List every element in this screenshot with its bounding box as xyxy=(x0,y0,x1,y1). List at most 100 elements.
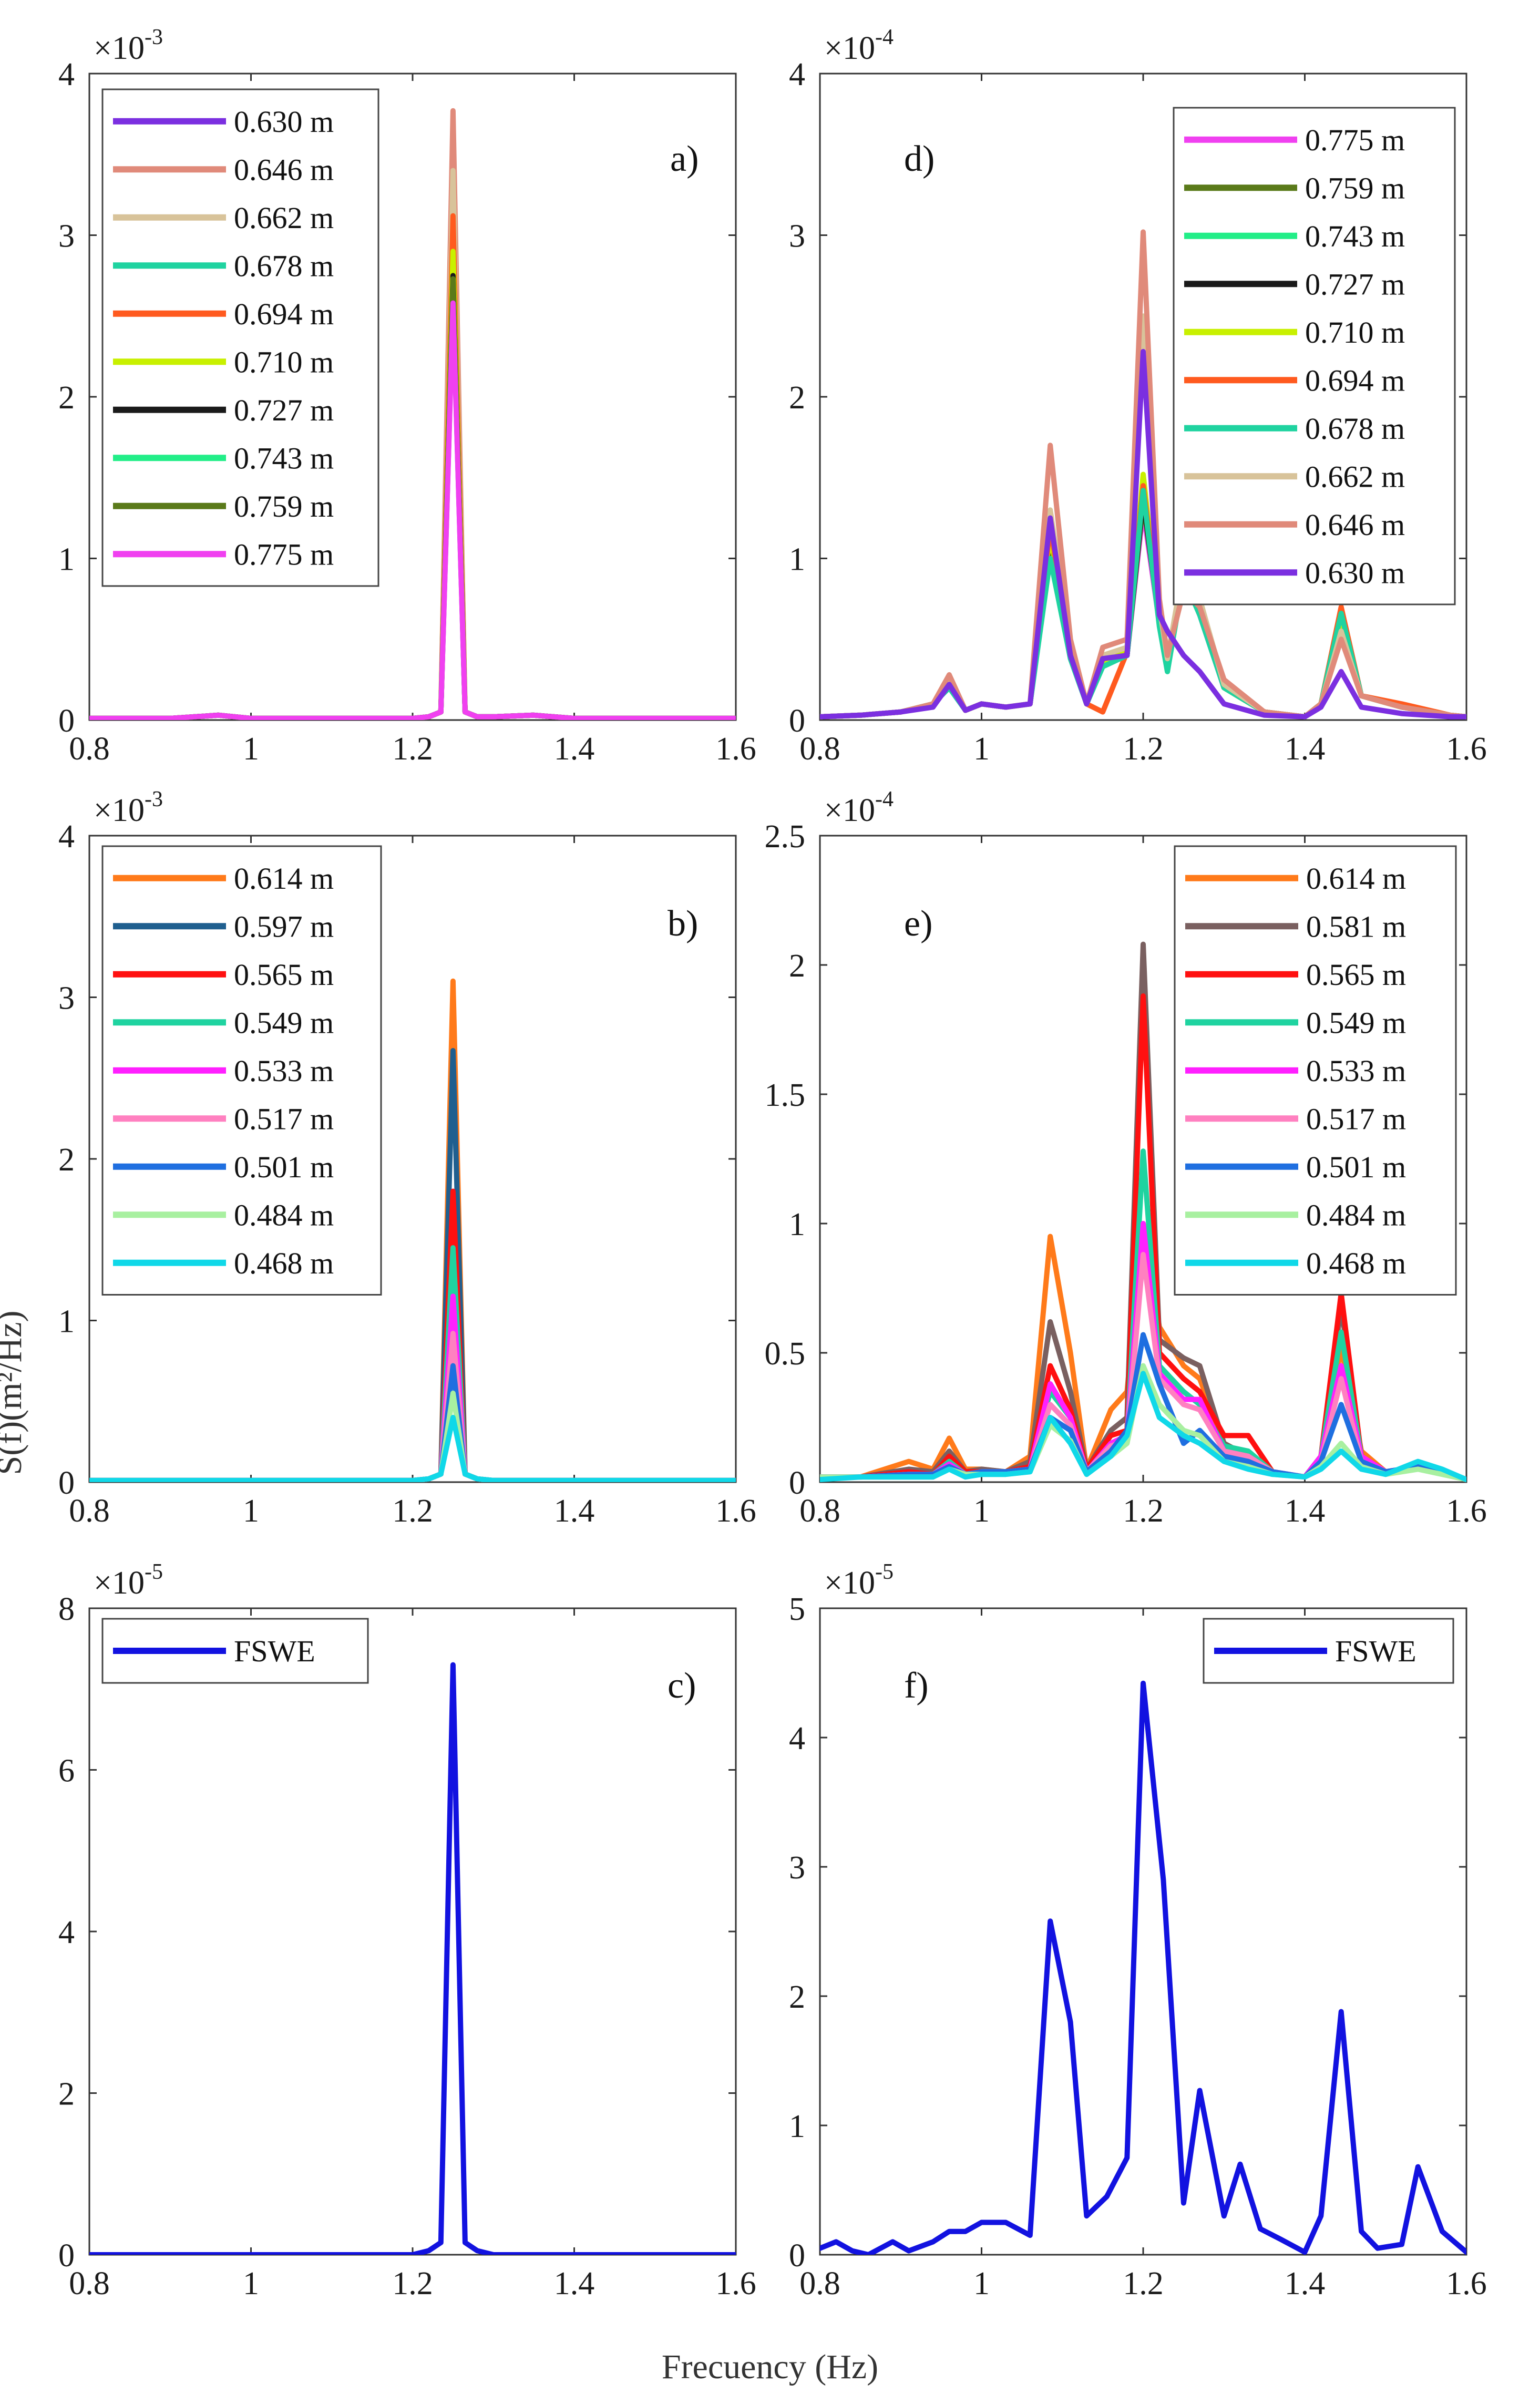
legend-label: 0.775 m xyxy=(234,537,334,571)
y-tick-label: 1 xyxy=(58,542,75,578)
x-tick-label: 1 xyxy=(973,1493,990,1529)
x-tick-label: 1.4 xyxy=(1285,731,1326,767)
legend-label: 0.743 m xyxy=(234,441,334,475)
legend-label: 0.727 m xyxy=(1305,267,1405,301)
legend-label: 0.533 m xyxy=(1306,1054,1406,1088)
panel-label: b) xyxy=(668,903,698,944)
legend-label: 0.759 m xyxy=(1305,171,1405,205)
x-tick-label: 1.2 xyxy=(1123,731,1164,767)
x-tick-label: 0.8 xyxy=(69,731,110,767)
legend-label: 0.662 m xyxy=(234,201,334,235)
y-tick-label: 4 xyxy=(789,57,805,93)
x-tick-label: 1.6 xyxy=(715,731,756,767)
axis-exponent: ×10-4 xyxy=(824,25,894,66)
y-tick-label: 2 xyxy=(789,380,805,416)
y-tick-label: 4 xyxy=(58,57,75,93)
x-tick-label: 1.6 xyxy=(715,2266,756,2301)
y-tick-label: 2 xyxy=(789,948,805,984)
legend-label: 0.775 m xyxy=(1305,123,1405,157)
y-tick-label: 2 xyxy=(58,380,75,416)
legend-label: 0.646 m xyxy=(234,152,334,187)
x-tick-label: 1.2 xyxy=(392,1493,433,1529)
series-layer xyxy=(89,108,736,720)
legend-label: 0.759 m xyxy=(234,489,334,523)
x-tick-label: 1.2 xyxy=(1123,1493,1164,1529)
legend-label: 0.549 m xyxy=(1306,1005,1406,1040)
x-tick-label: 1.2 xyxy=(392,731,433,767)
series-layer xyxy=(89,978,736,1482)
legend: 0.614 m 0.581 m 0.565 m 0.549 m 0.533 m 0.517… xyxy=(1174,845,1457,1296)
series-layer xyxy=(89,1662,736,2255)
x-axis-label: Frecuency (Hz) xyxy=(662,2348,878,2386)
x-tick-label: 1 xyxy=(973,731,990,767)
x-tick-label: 1 xyxy=(243,2266,259,2301)
axis-exponent: ×10-3 xyxy=(94,787,163,828)
x-tick-label: 0.8 xyxy=(69,2266,110,2301)
legend-label: 0.484 m xyxy=(234,1198,334,1232)
y-tick-label: 0.5 xyxy=(765,1336,806,1372)
y-tick-label: 0 xyxy=(789,703,805,739)
y-tick-label: 5 xyxy=(789,1591,805,1627)
x-tick-label: 1.2 xyxy=(1123,2266,1164,2301)
legend-label: 0.581 m xyxy=(1306,909,1406,943)
panel-label: a) xyxy=(670,139,699,179)
x-tick-label: 1.4 xyxy=(1285,1493,1326,1529)
axis-exponent: ×10-4 xyxy=(824,787,894,828)
panel-label: d) xyxy=(904,139,935,179)
panel-c: 0.8 1 1.2 1.4 1.6 0 2 4 6 8 ×10-5 c) FSWE xyxy=(58,1560,756,2301)
series-layer xyxy=(820,941,1466,1482)
y-tick-label: 2 xyxy=(789,1979,805,2015)
axis-exponent-base: ×10 xyxy=(94,30,145,66)
x-tick-label: 0.8 xyxy=(799,2266,840,2301)
series-layer xyxy=(820,229,1466,720)
y-tick-label: 3 xyxy=(58,219,75,254)
y-axis-label: S(f)(m²/Hz) xyxy=(0,1310,29,1475)
series-line-f-0 xyxy=(820,1680,1466,2255)
legend: FSWE xyxy=(1203,1618,1454,1684)
legend-label: FSWE xyxy=(1335,1634,1416,1668)
legend-label: 0.468 m xyxy=(1306,1246,1406,1280)
y-tick-label: 3 xyxy=(789,1850,805,1886)
y-tick-label: 8 xyxy=(58,1591,75,1627)
panel-label: e) xyxy=(904,903,932,944)
y-tick-label: 3 xyxy=(789,219,805,254)
legend-label: 0.694 m xyxy=(234,297,334,331)
panel-e: 0.8 1 1.2 1.4 1.600.511.522.5×10-4e)0.614 m0… xyxy=(765,787,1487,1529)
legend-label: 0.597 m xyxy=(234,909,334,943)
x-tick-label: 0.8 xyxy=(69,1493,110,1529)
axes-box xyxy=(88,1607,737,2256)
legend-label: 0.710 m xyxy=(234,345,334,379)
x-tick-label: 0.8 xyxy=(799,731,840,767)
legend-label: 0.646 m xyxy=(1305,508,1405,542)
y-tick-label: 0 xyxy=(58,2238,75,2274)
y-tick-label: 6 xyxy=(58,1753,75,1789)
legend-label: 0.533 m xyxy=(234,1054,334,1088)
axis-exponent: ×10-3 xyxy=(94,25,163,66)
legend-label: 0.662 m xyxy=(1305,459,1405,494)
series-line-e-2 xyxy=(820,993,1466,1482)
x-tick-label: 1.4 xyxy=(554,1493,595,1529)
y-tick-label: 1 xyxy=(58,1304,75,1340)
axis-exponent-base: ×10 xyxy=(94,793,145,828)
x-tick-label: 1 xyxy=(243,731,259,767)
x-tick-label: 1.6 xyxy=(715,1493,756,1529)
y-tick-label: 1 xyxy=(789,542,805,578)
y-tick-label: 0 xyxy=(58,1465,75,1501)
legend-label: 0.630 m xyxy=(234,105,334,139)
series-line-c-0 xyxy=(89,1662,736,2255)
axis-exponent: ×10-5 xyxy=(824,1560,894,1601)
axis-exponent-power: -5 xyxy=(875,1560,894,1584)
legend-label: FSWE xyxy=(234,1634,315,1668)
panel-label: f) xyxy=(904,1666,929,1706)
y-tick-label: 0 xyxy=(789,2238,805,2274)
legend-label: 0.468 m xyxy=(234,1246,334,1280)
series-layer xyxy=(820,1680,1466,2255)
legend-label: 0.678 m xyxy=(234,249,334,283)
legend: 0.775 m 0.759 m 0.743 m 0.727 m 0.710 m 0.694… xyxy=(1173,107,1456,605)
legend-label: 0.694 m xyxy=(1305,363,1405,397)
axis-exponent-power: -5 xyxy=(145,1560,163,1584)
